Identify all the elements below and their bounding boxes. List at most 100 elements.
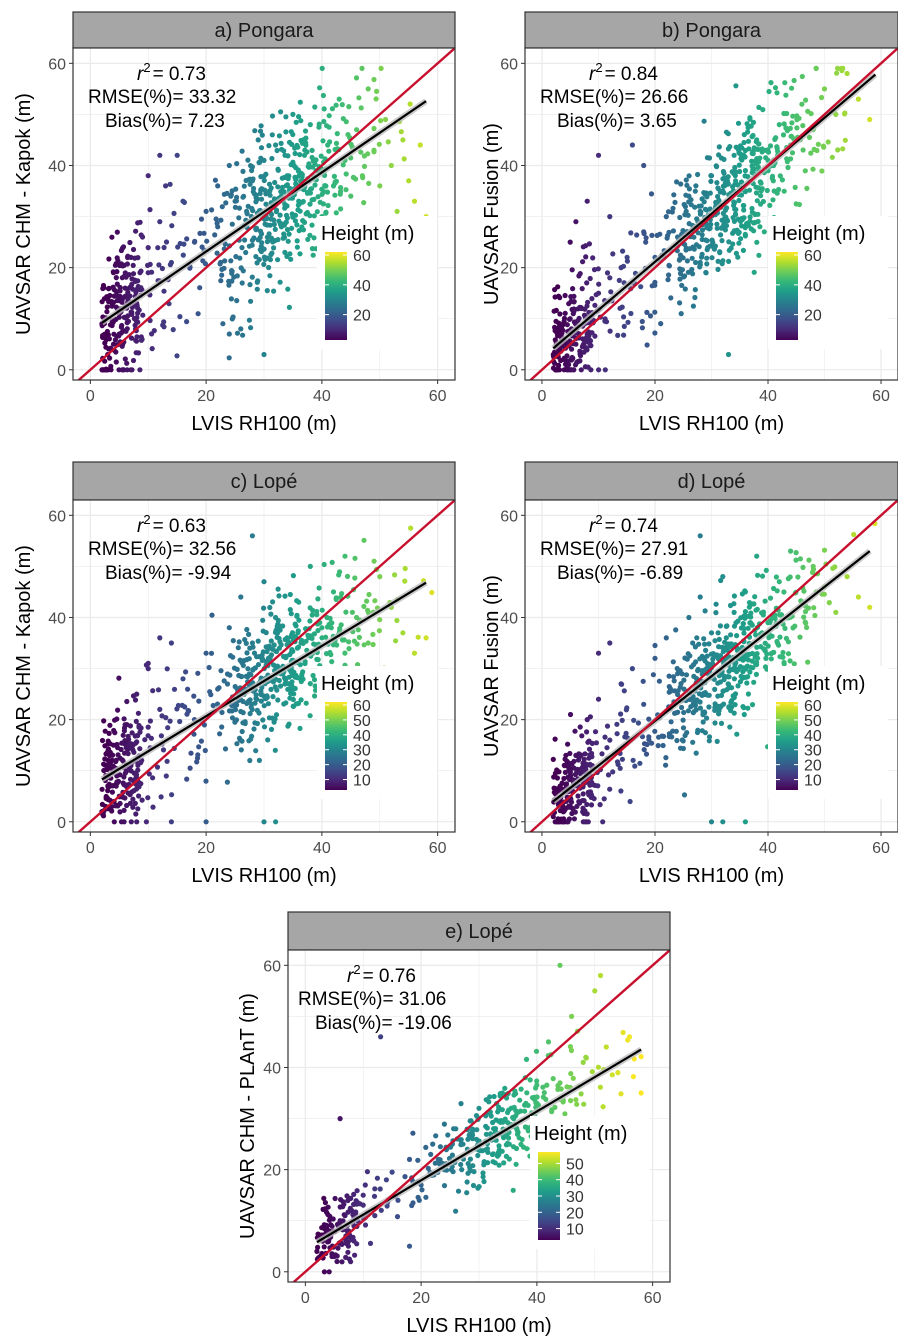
data-point [819, 168, 825, 174]
data-point [681, 792, 688, 798]
data-point [533, 1048, 540, 1054]
data-point [316, 585, 322, 591]
data-point [707, 190, 713, 196]
data-point [112, 717, 118, 723]
data-point [105, 295, 111, 301]
data-point [552, 287, 558, 293]
data-point [355, 627, 361, 633]
data-point [134, 819, 140, 825]
data-point [264, 649, 270, 655]
data-point [552, 360, 558, 366]
strip-header [524, 461, 898, 501]
data-point [110, 742, 117, 748]
data-point [125, 733, 131, 739]
data-point [334, 1258, 340, 1265]
data-point [747, 115, 753, 121]
data-point [517, 1097, 523, 1103]
data-point [579, 733, 585, 739]
data-point [635, 720, 642, 726]
data-point [170, 327, 176, 333]
data-point [716, 708, 722, 714]
data-point [127, 800, 133, 807]
data-point [782, 625, 788, 632]
y-tick-label: 20 [500, 261, 518, 278]
points [99, 525, 435, 825]
data-point [567, 711, 574, 718]
data-point [282, 677, 289, 683]
data-point [245, 666, 251, 672]
data-point [135, 350, 142, 356]
data-point [326, 113, 332, 119]
legend-colorbar [776, 252, 798, 340]
data-point [333, 140, 340, 146]
data-point [608, 289, 614, 295]
data-point [683, 672, 690, 678]
data-point [781, 121, 787, 127]
data-point [678, 181, 684, 187]
data-point [704, 661, 711, 667]
data-point [266, 143, 272, 149]
data-point [309, 612, 315, 618]
data-point [269, 155, 275, 162]
data-point [232, 707, 239, 713]
data-point [209, 207, 215, 213]
data-point [113, 261, 119, 267]
data-point [338, 185, 344, 191]
data-point [842, 110, 848, 116]
data-point [567, 769, 574, 775]
data-point [275, 586, 281, 592]
data-point [721, 156, 727, 162]
data-point [694, 729, 701, 736]
data-point [649, 283, 655, 289]
data-point [665, 277, 671, 283]
legend-tick-label: 20 [353, 758, 371, 775]
data-point [559, 330, 565, 336]
data-point [406, 1243, 413, 1249]
data-point [309, 147, 315, 153]
data-point [315, 596, 321, 602]
data-point [720, 176, 726, 182]
data-point [697, 594, 703, 600]
data-point [670, 674, 677, 680]
data-point [315, 627, 321, 634]
data-point [125, 751, 131, 757]
data-point [328, 625, 334, 631]
data-point [303, 700, 309, 706]
x-tick-label: 0 [538, 840, 547, 857]
data-point [312, 683, 318, 689]
data-point [258, 692, 264, 698]
data-point [268, 686, 274, 693]
data-point [714, 164, 720, 170]
data-point [334, 131, 340, 137]
data-point [135, 806, 141, 812]
data-point [346, 646, 352, 652]
data-point [754, 662, 760, 668]
data-point [180, 676, 186, 682]
data-point [261, 157, 267, 163]
data-point [180, 252, 186, 258]
data-point [130, 262, 136, 268]
data-point [276, 593, 282, 599]
data-point [686, 614, 692, 621]
data-point [670, 728, 676, 734]
data-point [556, 819, 562, 825]
data-point [692, 287, 698, 293]
data-point [566, 301, 572, 307]
data-point [844, 574, 850, 580]
data-point [780, 132, 787, 138]
data-point [614, 721, 620, 727]
data-point [632, 763, 638, 769]
data-point [679, 704, 685, 711]
data-point [336, 96, 342, 102]
data-point [214, 250, 220, 256]
data-point [236, 639, 242, 645]
data-point [302, 128, 309, 134]
data-point [157, 635, 163, 641]
data-point [124, 802, 130, 809]
data-point [644, 309, 650, 315]
data-point [321, 118, 327, 125]
data-point [646, 737, 652, 743]
data-point [337, 1218, 343, 1224]
data-point [139, 797, 145, 803]
data-point [655, 743, 661, 749]
